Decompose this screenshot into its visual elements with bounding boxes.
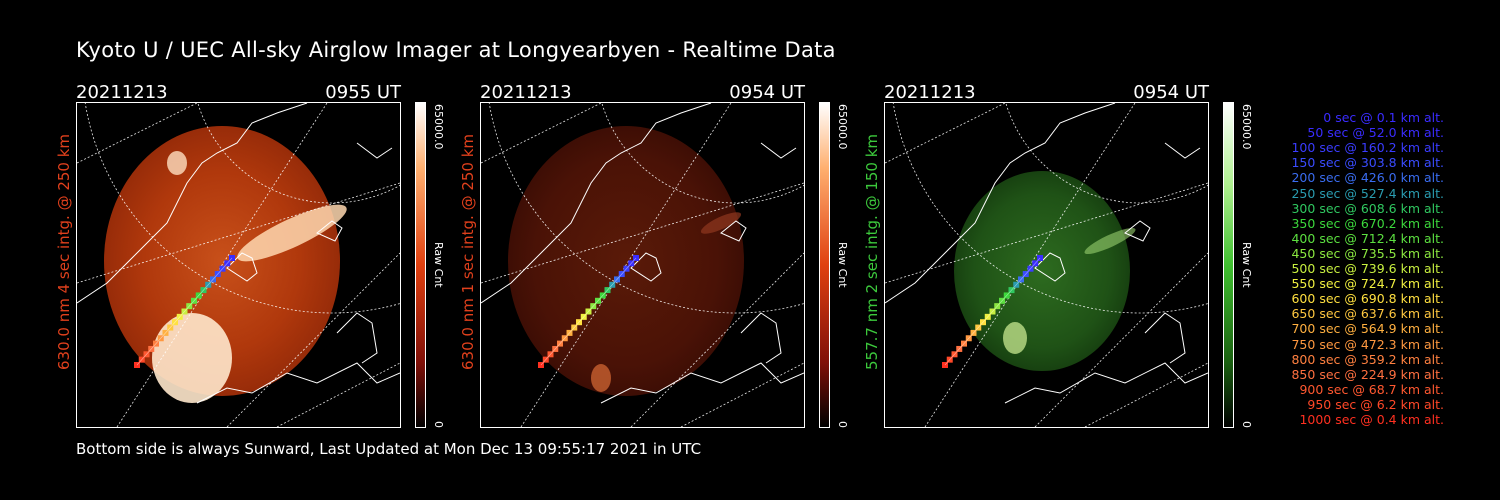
coastline <box>885 103 1208 404</box>
allsky-image <box>480 102 805 428</box>
sky-disk <box>508 126 744 396</box>
allsky-image <box>76 102 401 428</box>
panel-time: 0955 UT <box>325 82 401 103</box>
legend-entry: 900 sec @ 68.7 km alt. <box>1299 381 1444 397</box>
sky-disk <box>954 171 1130 371</box>
allsky-image-svg <box>481 103 804 427</box>
legend-entry: 650 sec @ 637.6 km alt. <box>1291 306 1444 322</box>
legend-entry: 800 sec @ 359.2 km alt. <box>1291 351 1444 367</box>
panel-time: 0954 UT <box>1133 82 1209 103</box>
panel-date: 20211213 <box>480 82 572 103</box>
colorbar-min-label: 0 <box>836 421 849 428</box>
colorbar-unit-label: Raw Cnt <box>432 242 445 288</box>
legend-entry: 850 sec @ 224.9 km alt. <box>1291 366 1444 382</box>
legend-entry: 200 sec @ 426.0 km alt. <box>1291 170 1444 186</box>
trajectory-line <box>540 257 637 366</box>
legend-entry: 950 sec @ 6.2 km alt. <box>1307 396 1444 412</box>
allsky-image <box>884 102 1209 428</box>
colorbar <box>1223 102 1234 428</box>
trajectory-line <box>136 257 233 366</box>
colorbar-unit-label: Raw Cnt <box>836 242 849 288</box>
legend-entry: 500 sec @ 739.6 km alt. <box>1291 261 1444 276</box>
trajectory-path <box>942 255 1043 368</box>
map-graticule <box>885 103 1208 427</box>
panel-date: 20211213 <box>76 82 168 103</box>
trajectory-path <box>134 255 235 368</box>
legend-entry: 450 sec @ 735.5 km alt. <box>1291 245 1444 261</box>
page-title: Kyoto U / UEC All-sky Airglow Imager at … <box>76 38 836 62</box>
panel-wavelength-label: 557.7 nm 2 sec intg. @ 150 km <box>863 133 881 370</box>
legend-entry: 1000 sec @ 0.4 km alt. <box>1299 412 1444 427</box>
allsky-image-svg <box>77 103 400 427</box>
colorbar-max-label: 65000.0 <box>432 104 445 150</box>
legend-entry: 700 sec @ 564.9 km alt. <box>1291 321 1444 337</box>
trajectory-line <box>944 257 1041 366</box>
colorbar-max-label: 65000.0 <box>1240 104 1253 150</box>
panel-date: 20211213 <box>884 82 976 103</box>
colorbar-max-label: 65000.0 <box>836 104 849 150</box>
colorbar-min-label: 0 <box>432 421 445 428</box>
legend-entry: 600 sec @ 690.8 km alt. <box>1291 291 1444 307</box>
map-graticule <box>77 103 400 427</box>
panel-wavelength-label: 630.0 nm 1 sec intg. @ 250 km <box>459 133 477 370</box>
legend-entry: 150 sec @ 303.8 km alt. <box>1291 155 1444 171</box>
allsky-image-svg <box>885 103 1208 427</box>
legend-entry: 750 sec @ 472.3 km alt. <box>1291 336 1444 352</box>
legend-entry: 100 sec @ 160.2 km alt. <box>1291 140 1444 156</box>
legend-entry: 300 sec @ 608.6 km alt. <box>1291 200 1444 216</box>
panel-wavelength-label: 630.0 nm 4 sec intg. @ 250 km <box>55 133 73 370</box>
coastline <box>481 103 804 404</box>
colorbar-unit-label: Raw Cnt <box>1240 242 1253 288</box>
colorbar-min-label: 0 <box>1240 421 1253 428</box>
map-graticule <box>481 103 804 427</box>
colorbar <box>415 102 426 428</box>
coastline <box>77 103 400 404</box>
legend-entry: 400 sec @ 712.4 km alt. <box>1291 230 1444 246</box>
footer-status: Bottom side is always Sunward, Last Upda… <box>76 440 702 458</box>
legend-entry: 350 sec @ 670.2 km alt. <box>1291 215 1444 231</box>
legend-entry: 50 sec @ 52.0 km alt. <box>1307 125 1444 141</box>
colorbar <box>819 102 830 428</box>
trajectory-path <box>538 255 639 368</box>
panel-time: 0954 UT <box>729 82 805 103</box>
legend-entry: 0 sec @ 0.1 km alt. <box>1323 110 1444 125</box>
legend-entry: 550 sec @ 724.7 km alt. <box>1291 276 1444 292</box>
legend-entry: 250 sec @ 527.4 km alt. <box>1291 185 1444 201</box>
